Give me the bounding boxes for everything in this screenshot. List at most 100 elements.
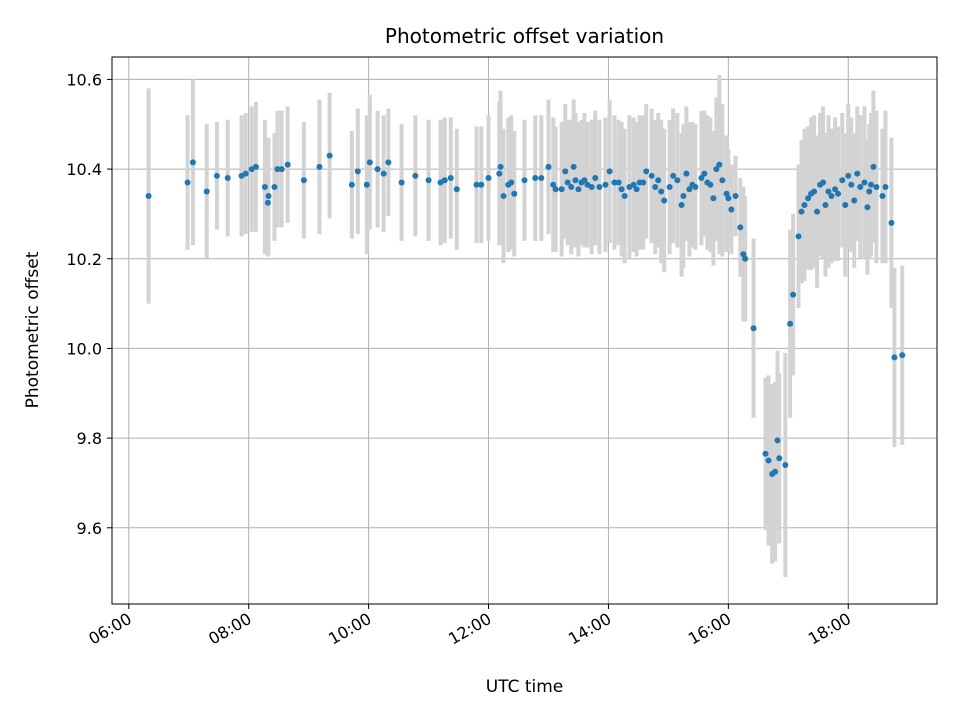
x-tick-label: 18:00 — [805, 609, 854, 649]
data-point — [274, 166, 281, 173]
data-point — [716, 161, 723, 168]
data-point — [790, 291, 797, 298]
data-point — [795, 233, 802, 240]
data-point — [568, 184, 575, 191]
data-point — [385, 159, 392, 166]
data-point — [737, 224, 744, 231]
data-point — [640, 179, 647, 186]
data-point — [873, 184, 880, 191]
data-point — [674, 177, 681, 184]
data-point — [776, 455, 783, 462]
data-point — [782, 462, 789, 469]
data-point — [866, 188, 873, 195]
data-point — [707, 181, 714, 188]
data-point — [686, 186, 693, 193]
data-point — [532, 175, 539, 182]
data-point — [478, 181, 485, 188]
x-tick-label: 10:00 — [325, 609, 374, 649]
data-point — [713, 166, 720, 173]
data-point — [774, 437, 781, 444]
data-point — [762, 450, 769, 457]
data-point — [891, 354, 898, 361]
data-point — [496, 170, 503, 177]
data-point — [787, 320, 794, 327]
data-point — [592, 175, 599, 182]
data-point — [252, 163, 259, 170]
y-axis-ticks: 9.6 9.8 10.0 10.2 10.4 10.6 — [66, 70, 112, 538]
data-point — [545, 163, 552, 170]
data-point — [864, 204, 871, 211]
data-point — [805, 195, 812, 202]
data-point — [203, 188, 210, 195]
data-point — [899, 352, 906, 359]
data-point — [670, 172, 677, 179]
y-tick-label: 9.8 — [77, 429, 102, 448]
data-point — [765, 457, 772, 464]
data-point — [820, 179, 827, 186]
data-point — [845, 172, 852, 179]
data-point — [500, 192, 507, 199]
data-point — [521, 177, 528, 184]
data-point — [835, 190, 842, 197]
data-point — [798, 208, 805, 215]
data-point — [284, 161, 291, 168]
data-point — [615, 179, 622, 186]
data-point — [473, 181, 480, 188]
data-point — [145, 192, 152, 199]
x-axis-label: UTC time — [486, 677, 564, 697]
data-point — [581, 177, 588, 184]
y-tick-label: 10.6 — [66, 70, 102, 89]
data-point — [658, 188, 665, 195]
x-tick-label: 16:00 — [685, 609, 734, 649]
data-point — [271, 184, 278, 191]
data-point — [618, 186, 625, 193]
data-point — [611, 179, 618, 186]
plot-frame — [111, 56, 938, 605]
data-point — [857, 184, 864, 191]
data-point — [588, 184, 595, 191]
y-axis-label: Photometric offset — [23, 251, 43, 408]
data-point — [485, 175, 492, 182]
data-point — [728, 206, 735, 213]
y-tick-label: 10.0 — [66, 339, 102, 358]
data-point — [348, 181, 355, 188]
data-point — [326, 152, 333, 159]
data-point — [732, 192, 739, 199]
data-point — [242, 170, 249, 177]
data-point — [848, 181, 855, 188]
data-point — [832, 186, 839, 193]
x-axis-ticks: 06:00 08:00 10:00 12:00 14:00 16:00 18:00 — [85, 604, 854, 649]
y-tick-label: 10.2 — [66, 250, 102, 269]
data-point — [425, 177, 432, 184]
data-point — [508, 179, 515, 186]
data-point — [652, 184, 659, 191]
data-point — [552, 186, 559, 193]
data-point — [811, 188, 818, 195]
data-point — [264, 199, 271, 206]
data-point — [814, 208, 821, 215]
data-point — [575, 186, 582, 193]
data-point — [680, 192, 687, 199]
x-tick-label: 08:00 — [205, 609, 254, 649]
data-point — [453, 186, 460, 193]
data-point — [842, 201, 849, 208]
data-point — [648, 172, 655, 179]
data-point — [698, 175, 705, 182]
data-point — [643, 168, 650, 175]
data-point — [278, 166, 285, 173]
data-point — [750, 325, 757, 332]
data-point — [861, 179, 868, 186]
data-point — [678, 201, 685, 208]
data-point — [888, 219, 895, 226]
data-point — [822, 201, 829, 208]
data-point — [189, 159, 196, 166]
data-point — [839, 177, 846, 184]
data-point — [398, 179, 405, 186]
data-point — [538, 175, 545, 182]
data-point — [719, 177, 726, 184]
data-point — [666, 184, 673, 191]
data-point — [412, 172, 419, 179]
x-tick-label: 06:00 — [85, 609, 134, 649]
data-point — [825, 188, 832, 195]
